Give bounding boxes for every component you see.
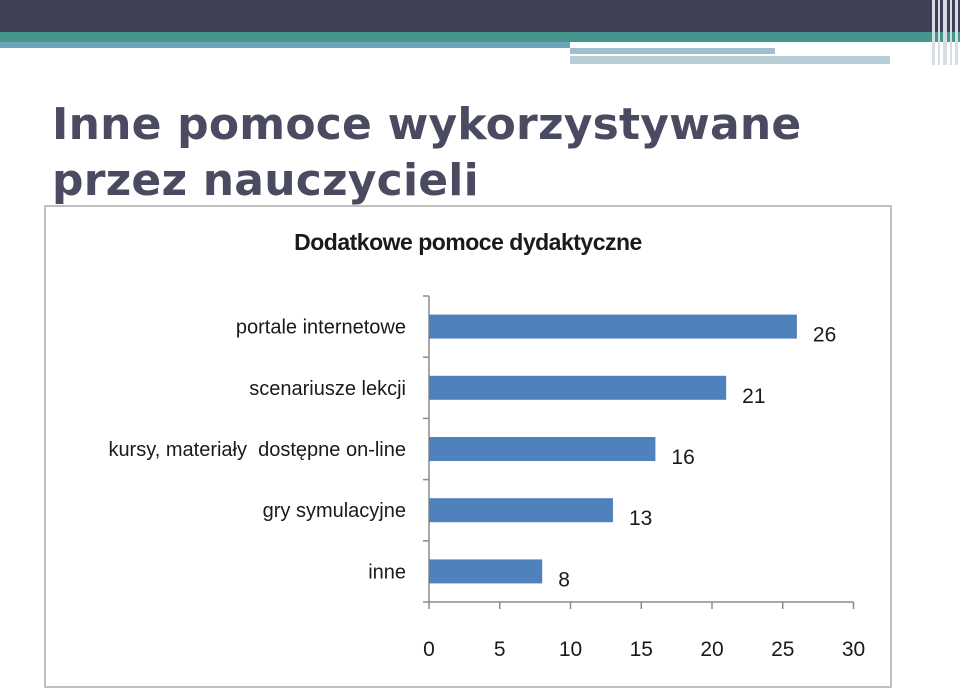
bar <box>429 559 543 584</box>
bar <box>429 498 613 523</box>
category-label: inne <box>368 561 406 583</box>
bar <box>429 437 656 461</box>
x-tick-label: 15 <box>630 638 653 661</box>
header-stripe <box>0 42 570 48</box>
header-stripe <box>775 50 890 53</box>
bar <box>429 375 727 400</box>
data-label: 21 <box>742 385 765 408</box>
category-label: gry symulacyjne <box>263 500 406 522</box>
x-tick-label: 30 <box>842 638 865 661</box>
header-stripe <box>0 32 960 42</box>
x-tick-label: 20 <box>700 638 723 661</box>
data-label: 13 <box>629 507 652 530</box>
x-tick-label: 25 <box>771 638 794 661</box>
x-tick-label: 10 <box>559 638 582 661</box>
chart-title: Dodatkowe pomoce dydaktyczne <box>294 229 642 255</box>
slide-title: Inne pomoce wykorzystywane przez nauczyc… <box>52 99 802 206</box>
data-label: 16 <box>671 446 694 469</box>
data-label: 26 <box>813 324 836 347</box>
category-label: kursy, materiały dostępne on-line <box>108 439 406 461</box>
header-vertical-lines <box>930 0 960 65</box>
header-stripe <box>570 48 775 54</box>
category-label: scenariusze lekcji <box>249 378 406 400</box>
category-label: portale internetowe <box>236 317 406 339</box>
header-band <box>0 0 960 32</box>
x-tick-label: 5 <box>494 638 506 661</box>
data-label: 8 <box>558 568 570 591</box>
chart-frame: Dodatkowe pomoce dydaktyczne portale int… <box>44 205 892 688</box>
header-stripe <box>570 56 890 64</box>
bar <box>429 314 797 339</box>
x-tick-label: 0 <box>423 638 435 661</box>
bar-chart: portale internetowe 26 scenariusze lekcji 2… <box>108 295 865 661</box>
